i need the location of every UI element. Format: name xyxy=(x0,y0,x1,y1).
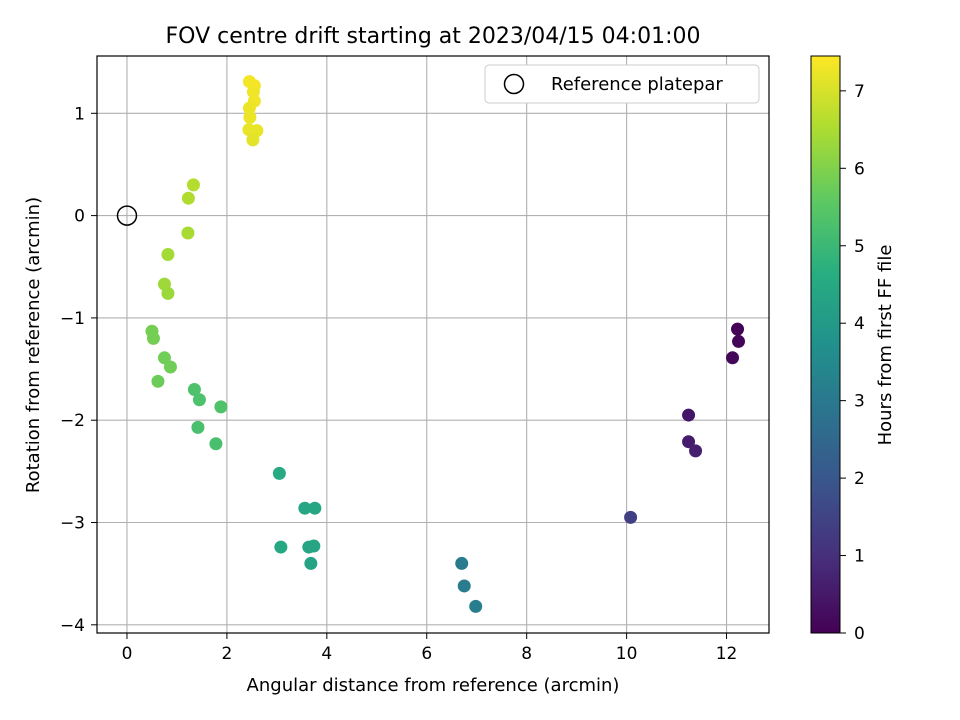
colorbar-ticks: 0 1 2 3 4 5 6 7 xyxy=(840,82,865,644)
grid-lines xyxy=(97,56,769,633)
data-point xyxy=(187,383,201,397)
colorbar-tick-label: 5 xyxy=(854,237,865,257)
data-point xyxy=(307,539,321,553)
data-point xyxy=(689,444,703,458)
legend-label: Reference platepar xyxy=(551,74,723,95)
x-tick-label: 10 xyxy=(616,644,638,664)
data-point xyxy=(682,408,696,422)
legend-marker xyxy=(503,73,525,95)
data-point xyxy=(682,435,696,449)
plot-frame xyxy=(96,55,770,634)
y-tick-label: −1 xyxy=(60,309,85,329)
x-tick-label: 0 xyxy=(122,644,133,664)
x-tick-label: 2 xyxy=(221,644,232,664)
legend: Reference platepar xyxy=(484,64,760,104)
data-point xyxy=(163,360,177,374)
data-point xyxy=(726,351,740,365)
x-axis-label: Angular distance from reference (arcmin) xyxy=(247,675,620,696)
colorbar-tick-label: 7 xyxy=(854,82,865,102)
data-point xyxy=(146,331,160,345)
x-axis-ticks: 0 2 4 6 8 10 12 xyxy=(122,633,738,664)
data-point xyxy=(181,226,195,240)
y-tick-label: 1 xyxy=(74,104,85,124)
data-point xyxy=(624,510,638,524)
data-point xyxy=(274,540,288,554)
colorbar-tick-label: 0 xyxy=(854,624,865,644)
y-tick-label: −2 xyxy=(60,411,85,431)
colorbar-label: Hours from first FF file xyxy=(875,245,896,446)
x-tick-label: 8 xyxy=(521,644,532,664)
reference-platepar-marker xyxy=(116,205,138,226)
x-tick-label: 6 xyxy=(421,644,432,664)
data-point xyxy=(161,247,175,261)
data-point xyxy=(161,286,175,300)
data-points xyxy=(145,75,746,613)
data-point xyxy=(209,437,223,451)
y-tick-label: −4 xyxy=(60,616,85,636)
colorbar-tick-label: 6 xyxy=(854,159,865,179)
data-point xyxy=(192,393,206,407)
data-point xyxy=(308,501,322,515)
data-point xyxy=(455,556,469,570)
y-tick-label: 0 xyxy=(74,207,85,227)
data-point xyxy=(181,191,195,205)
data-point xyxy=(298,501,312,515)
colorbar-tick-label: 1 xyxy=(854,547,865,567)
colorbar-gradient xyxy=(810,55,841,634)
data-point xyxy=(731,322,745,336)
data-point xyxy=(732,334,746,348)
data-point xyxy=(191,420,205,434)
colorbar-tick-label: 2 xyxy=(854,469,865,489)
colorbar-tick-label: 4 xyxy=(854,314,865,334)
colorbar: 0 1 2 3 4 5 6 7 Hours from first FF file xyxy=(810,55,896,644)
data-point xyxy=(457,579,471,593)
x-tick-label: 12 xyxy=(716,644,738,664)
chart-title: FOV centre drift starting at 2023/04/15 … xyxy=(166,24,701,49)
data-point xyxy=(151,374,165,388)
y-axis-label: Rotation from reference (arcmin) xyxy=(23,197,44,493)
data-point xyxy=(157,351,171,365)
data-point xyxy=(243,110,257,124)
data-point xyxy=(242,101,256,115)
data-point xyxy=(272,466,286,480)
x-tick-label: 4 xyxy=(321,644,332,664)
data-point xyxy=(214,400,228,414)
legend-box xyxy=(484,64,760,104)
colorbar-tick-label: 3 xyxy=(854,392,865,412)
data-point xyxy=(186,178,200,192)
y-axis-ticks: 1 0 −1 −2 −3 −4 xyxy=(60,104,97,636)
data-point xyxy=(469,599,483,613)
y-tick-label: −3 xyxy=(60,514,85,534)
data-point xyxy=(304,556,318,570)
data-point xyxy=(246,133,260,147)
